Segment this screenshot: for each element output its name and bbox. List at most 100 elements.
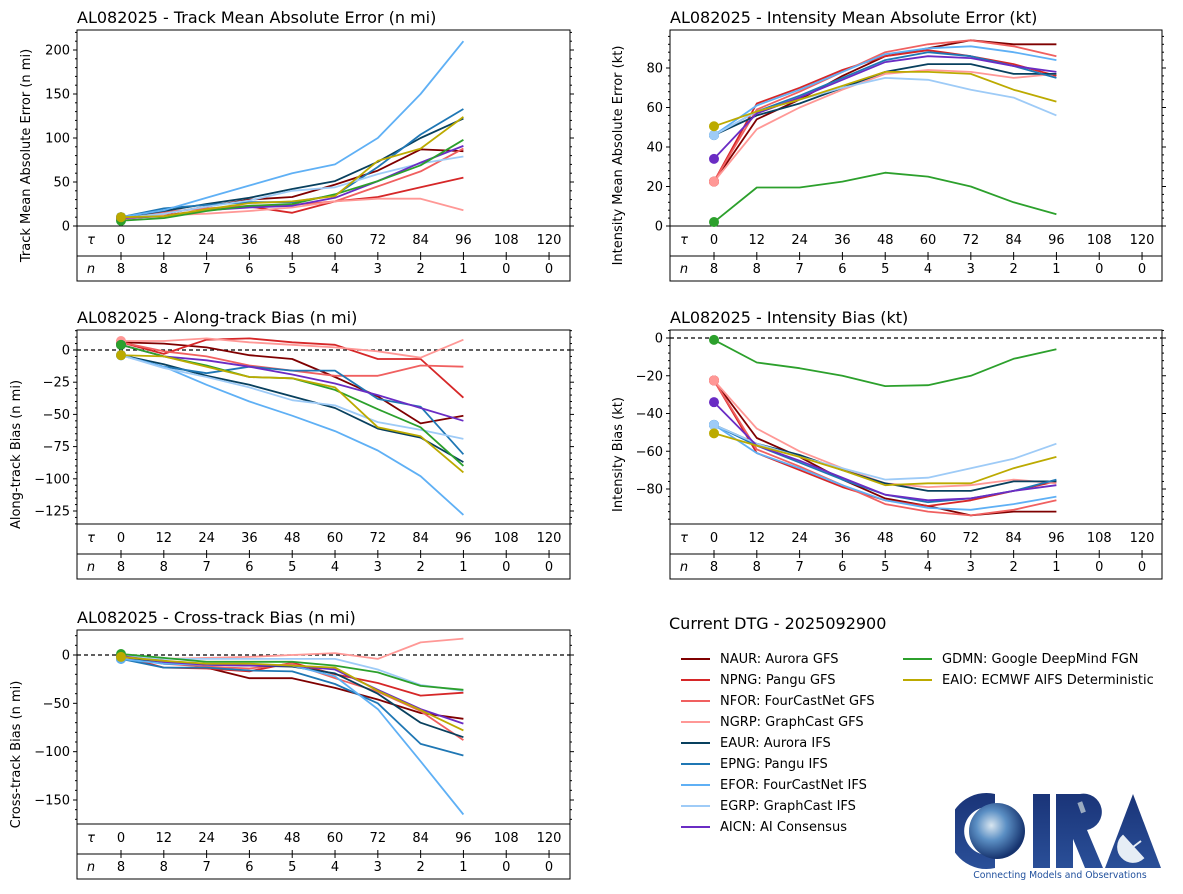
plot-frame	[76, 629, 571, 880]
chart-title: AL082025 - Intensity Bias (kt)	[670, 308, 908, 327]
series-line-eaio	[120, 656, 464, 732]
y-axis-label: Along-track Bias (n mi)	[9, 380, 24, 529]
sample-count-label: 6	[838, 560, 846, 575]
x-tick-label: 48	[284, 831, 301, 846]
series-line-egrp	[120, 354, 464, 440]
legend-item-npng: NPNG: Pangu GFS	[681, 672, 836, 690]
tau-row-label: τ	[87, 831, 95, 846]
y-tick-label: −60	[636, 445, 663, 460]
x-tick-label: 36	[834, 233, 851, 248]
series-line-ngrp	[120, 637, 464, 660]
x-tick-label: 108	[494, 831, 519, 846]
chart-title: AL082025 - Along-track Bias (n mi)	[77, 308, 357, 327]
y-tick-label: 0	[655, 220, 663, 235]
x-tick-label: 24	[198, 831, 215, 846]
legend-title: Current DTG - 2025092900	[669, 614, 887, 633]
x-tick-label: 108	[1087, 233, 1112, 248]
legend-item-epng: EPNG: Pangu IFS	[681, 756, 828, 774]
sample-count-label: 5	[288, 860, 296, 875]
series-line-eaio	[713, 71, 1057, 128]
legend-swatch	[681, 783, 710, 786]
series-start-point-gdmn	[709, 217, 719, 228]
y-tick-label: −75	[43, 440, 70, 455]
series-line-epng	[713, 423, 1057, 504]
chart-along-track-bias: AL082025 - Along-track Bias (n mi) Along-…	[9, 308, 574, 580]
legend-label: GDMN: Google DeepMind FGN	[942, 652, 1139, 667]
y-tick-label: −50	[43, 408, 70, 423]
y-tick-label: −25	[43, 376, 70, 391]
y-tick-label: 0	[62, 649, 70, 664]
series-line-naur	[713, 379, 1057, 517]
n-row-label: n	[87, 560, 95, 575]
y-tick-label: 150	[45, 88, 70, 103]
sample-count-label: 6	[245, 262, 253, 277]
series-line-egrp	[120, 155, 464, 219]
x-tick-label: 84	[412, 233, 429, 248]
x-tick-label: 0	[117, 233, 125, 248]
sample-count-label: 4	[331, 262, 339, 277]
x-tick-label: 108	[494, 531, 519, 546]
series-line-npng	[713, 380, 1057, 507]
x-tick-label: 60	[327, 531, 344, 546]
series-start-point-gdmn	[709, 334, 719, 345]
x-tick-label: 0	[117, 531, 125, 546]
legend-label: EFOR: FourCastNet IFS	[720, 778, 867, 793]
x-tick-label: 108	[494, 233, 519, 248]
y-tick-label: 100	[45, 132, 70, 147]
y-tick-label: 0	[62, 344, 70, 359]
sample-count-label: 8	[117, 860, 125, 875]
chart-title: AL082025 - Track Mean Absolute Error (n …	[77, 8, 436, 27]
series-line-egrp	[713, 423, 1057, 481]
sample-count-label: 0	[1138, 262, 1146, 277]
legend-item-efor: EFOR: FourCastNet IFS	[681, 777, 867, 795]
x-tick-label: 48	[877, 233, 894, 248]
x-tick-label: 48	[284, 233, 301, 248]
x-tick-label: 36	[241, 531, 258, 546]
sample-count-label: 1	[1052, 262, 1060, 277]
sample-count-label: 4	[924, 560, 932, 575]
sample-count-label: 7	[202, 262, 210, 277]
n-row-label: n	[680, 262, 688, 277]
legend-label: NAUR: Aurora GFS	[720, 652, 839, 667]
sample-count-label: 2	[1009, 262, 1017, 277]
satellite-dish-icon	[1117, 834, 1145, 863]
logo-letter-r	[1056, 793, 1103, 868]
sample-count-label: 7	[795, 262, 803, 277]
series-start-point-gdmn	[116, 339, 126, 350]
x-tick-label: 12	[749, 233, 766, 248]
sample-count-label: 0	[545, 860, 553, 875]
y-tick-label: −125	[34, 505, 70, 520]
series-line-nfor	[713, 39, 1057, 183]
tau-row-label: τ	[680, 233, 688, 248]
sample-count-label: 7	[202, 860, 210, 875]
x-tick-label: 84	[412, 531, 429, 546]
y-tick-label: −40	[636, 407, 663, 422]
sample-count-label: 4	[331, 560, 339, 575]
series-start-point-eaio	[116, 212, 126, 223]
series-start-point-aicn	[709, 153, 719, 164]
x-tick-label: 72	[370, 831, 387, 846]
sample-count-label: 0	[502, 560, 510, 575]
series-line-ngrp	[713, 69, 1057, 183]
x-tick-label: 36	[241, 233, 258, 248]
sample-count-label: 0	[1095, 560, 1103, 575]
x-tick-label: 48	[877, 531, 894, 546]
legend-item-naur: NAUR: Aurora GFS	[681, 651, 838, 669]
y-tick-label: −50	[43, 697, 70, 712]
legend-swatch	[681, 741, 710, 744]
globe-icon	[969, 803, 1025, 859]
n-row-label: n	[680, 560, 688, 575]
x-tick-label: 96	[455, 233, 472, 248]
sample-count-label: 8	[160, 860, 168, 875]
series-start-point-ngrp	[709, 375, 719, 386]
sample-count-label: 2	[416, 860, 424, 875]
series-line-npng	[713, 49, 1057, 183]
legend-swatch	[681, 720, 710, 723]
sample-count-label: 6	[245, 860, 253, 875]
series-line-gdmn	[713, 339, 1057, 388]
series-line-eaio	[120, 354, 464, 474]
series-line-nfor	[713, 380, 1057, 517]
x-tick-label: 72	[370, 531, 387, 546]
sample-count-label: 8	[753, 560, 761, 575]
series-line-epng	[120, 658, 464, 757]
